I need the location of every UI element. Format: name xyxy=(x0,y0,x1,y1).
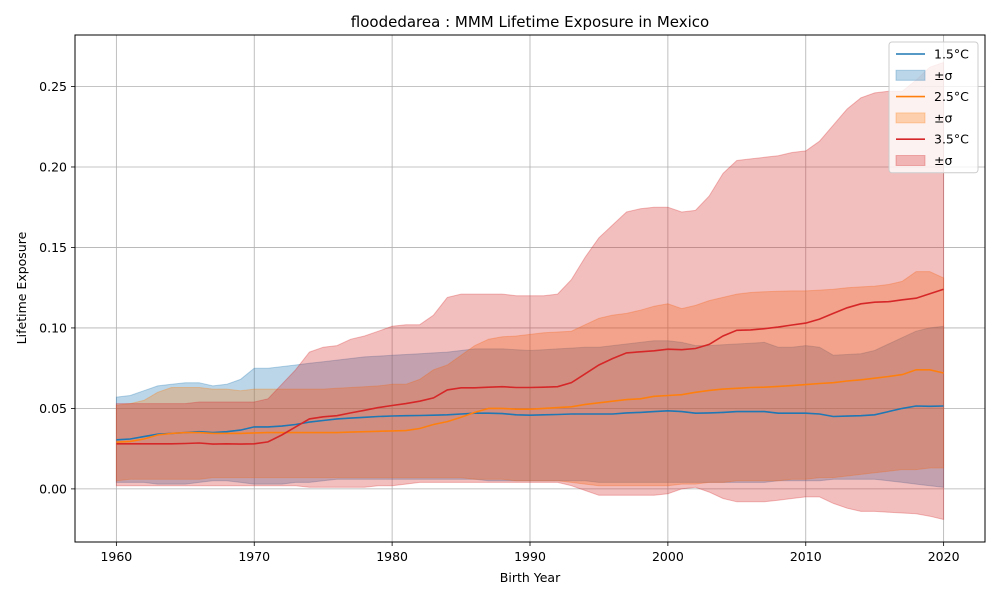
legend-label: ±σ xyxy=(934,110,952,125)
series-line-1 xyxy=(116,368,944,443)
x-tick-label: 1990 xyxy=(514,549,546,564)
x-axis: 1960 1970 1980 1990 2000 2010 2020 xyxy=(100,542,960,564)
x-tick-label: 2000 xyxy=(652,549,684,564)
series-line-0 xyxy=(116,405,944,441)
y-tick-label: 0.10 xyxy=(39,320,67,335)
y-tick-label: 0.25 xyxy=(39,79,67,94)
legend-label: 3.5°C xyxy=(934,132,969,147)
y-tick-label: 0.00 xyxy=(39,481,67,496)
x-tick-label: 1960 xyxy=(100,549,132,564)
legend-band-swatch xyxy=(895,69,926,81)
legend-label: ±σ xyxy=(934,68,952,83)
x-tick-label: 1980 xyxy=(376,549,408,564)
y-axis-label: Lifetime Exposure xyxy=(14,231,29,344)
std-band-0 xyxy=(115,325,945,488)
y-axis: 0.00 0.05 0.10 0.15 0.20 0.25 xyxy=(39,79,75,496)
x-tick-label: 1970 xyxy=(238,549,270,564)
legend-label: 1.5°C xyxy=(934,47,969,62)
std-band-2 xyxy=(115,61,945,521)
legend-band-swatch xyxy=(895,112,926,124)
legend-box xyxy=(888,41,979,174)
legend-band-swatch xyxy=(895,155,926,166)
y-tick-label: 0.20 xyxy=(39,159,67,174)
legend-label: ±σ xyxy=(934,153,952,168)
x-axis-label: Birth Year xyxy=(500,570,561,585)
chart-title: floodedarea : MMM Lifetime Exposure in M… xyxy=(351,13,709,31)
series-line-2 xyxy=(116,288,944,445)
legend: 1.5°C ±σ 2.5°C ±σ 3.5°C ±σ xyxy=(888,41,979,174)
y-tick-label: 0.15 xyxy=(39,240,67,255)
x-tick-label: 2020 xyxy=(928,549,960,564)
y-tick-label: 0.05 xyxy=(39,401,67,416)
series-lines xyxy=(116,288,944,445)
legend-label: 2.5°C xyxy=(934,89,969,104)
x-tick-label: 2010 xyxy=(790,549,822,564)
